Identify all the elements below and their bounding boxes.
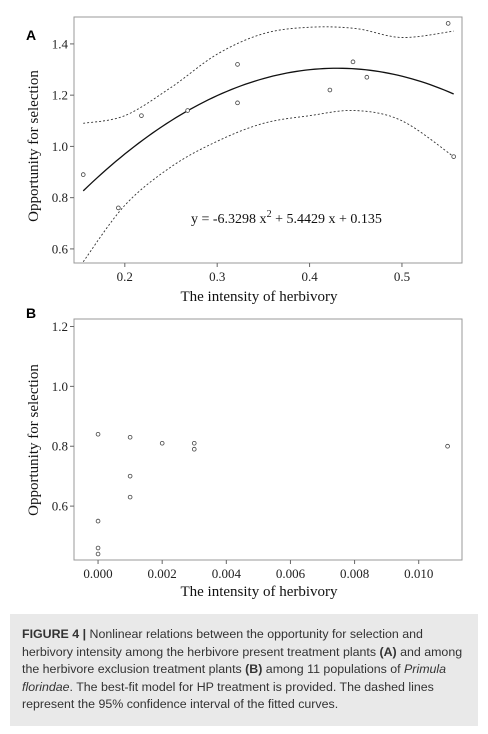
panel-b-plot-frame [73,318,463,561]
panel-b-data-point [127,494,133,500]
panel-a-chart: A 0.6 0.8 1.0 1.2 1.4 0.2 0.3 0.4 0.5 y = -6.32… [26,16,463,305]
figure-caption: FIGURE 4 | Nonlinear relations between t… [10,614,478,726]
caption-text-4: . The best-fit model for HP treatment is… [22,679,434,712]
panel-b-data-point [95,545,101,551]
panel-b-chart: B 0.6 0.8 1.0 1.2 0.000 0.002 0.004 0.006 0.008… [26,305,463,600]
panel-a-y-tick-label: 0.6 [52,241,69,256]
panel-b-data-point [191,440,197,446]
panel-a-data-point [185,108,190,113]
panel-a-y-tick-label: 1.2 [52,88,68,103]
panel-b-x-tick-label: 0.000 [83,566,112,581]
panel-a-data-point [327,87,333,93]
panel-a-data-point [80,172,86,177]
panel-b-data-point [95,431,101,437]
panel-b-x-axis-label: The intensity of herbivory [180,584,338,600]
panel-b-data-point [127,473,133,479]
panel-a-x-tick-label: 0.5 [394,269,410,284]
panel-a-y-tick-label: 0.8 [52,190,68,205]
caption-label: FIGURE 4 | [22,627,87,641]
panel-b-x-tick-label: 0.008 [340,566,369,581]
panel-a-y-tick-label: 1.4 [52,36,69,51]
panel-a-data-point [235,62,240,67]
panel-a-data-point [445,21,451,26]
panel-b-x-tick-label: 0.010 [404,566,433,581]
panel-b-x-tick-label: 0.006 [276,566,306,581]
panel-b-data-point [95,518,101,524]
panel-a-y-axis-label: Opportunity for selection [26,70,42,222]
panel-b-y-tick-label: 0.6 [52,499,69,514]
panel-b-data-point [445,443,450,449]
panel-b-data-point [191,446,197,452]
caption-text-2: and among the herbivore exclusion treatm… [22,644,463,677]
panel-a-x-tick-label: 0.4 [301,269,318,284]
panel-a-data-point [451,154,456,159]
panel-b-data-point [95,551,101,557]
panel-a-data-point [364,74,370,80]
panel-a-y-tick-label: 1.0 [52,139,68,154]
panel-a-x-axis-label: The intensity of herbivory [180,289,338,305]
caption-text-1: Nonlinear relations between the opportun… [22,627,423,659]
panel-a-data-point [235,100,240,106]
panel-b-x-tick-label: 0.004 [212,566,242,581]
panel-a-lower-confidence-line [82,109,454,262]
panel-b-y-axis-label: Opportunity for selection [26,364,42,516]
caption-species: Primula florindae [22,662,447,694]
panel-a-equation: y = -6.3298 x2 + 5.4429 x + 0.135 [191,209,382,227]
panel-a-plot-frame [73,16,463,264]
panel-b-y-tick-label: 1.0 [52,379,68,394]
panel-a-data-point [139,113,144,118]
caption-ref-a: (A) [379,644,397,659]
panel-b-data-point [127,434,133,440]
panel-a-letter: A [26,27,36,43]
panel-b-data-point [159,440,165,446]
panel-a-x-tick-label: 0.3 [209,269,225,284]
caption-ref-b: (B) [245,662,263,676]
panel-a-data-point [116,205,121,211]
panel-a-fit-curve [82,67,454,192]
panel-a-data-point [350,59,356,65]
caption-text-3: among 11 populations of [262,662,405,676]
panel-a-x-tick-label: 0.2 [117,269,133,284]
panel-b-y-tick-label: 1.2 [52,319,68,334]
panel-b-letter: B [26,305,36,321]
panel-b-x-tick-label: 0.002 [148,566,177,581]
panel-a-upper-confidence-line [83,26,454,124]
panel-b-y-tick-label: 0.8 [52,439,68,454]
